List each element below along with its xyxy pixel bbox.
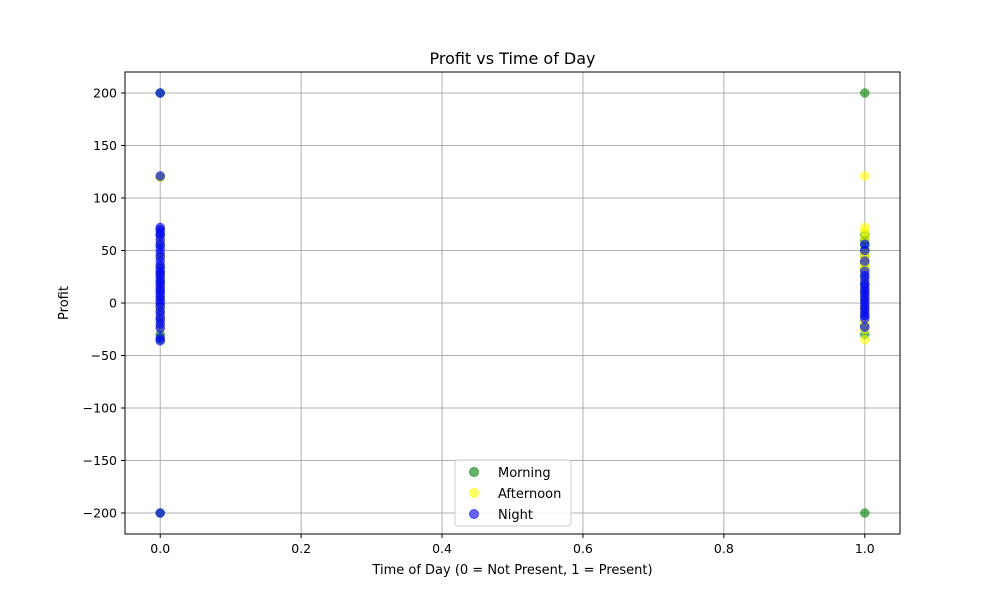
grid — [125, 72, 900, 534]
data-points — [155, 88, 870, 518]
legend-label-night: Night — [498, 508, 533, 523]
legend-marker-night — [469, 509, 479, 519]
y-tick-label: 0 — [109, 296, 117, 311]
y-tick-label: −100 — [83, 401, 117, 416]
y-tick-label: 200 — [93, 86, 117, 101]
y-tick-label: −50 — [91, 348, 117, 363]
x-axis-label: Time of Day (0 = Not Present, 1 = Presen… — [371, 563, 652, 578]
x-tick-label: 0.4 — [432, 541, 452, 556]
legend-box — [454, 459, 572, 527]
y-tick-label: −150 — [83, 453, 117, 468]
x-tick-label: 0.8 — [714, 541, 734, 556]
point-afternoon — [860, 171, 870, 181]
point-morning — [860, 88, 870, 98]
y-tick-label: −200 — [83, 506, 117, 521]
y-tick-label: 150 — [93, 138, 117, 153]
legend-label-morning: Morning — [498, 466, 551, 481]
legend-marker-morning — [469, 467, 479, 477]
point-night — [155, 508, 165, 518]
y-axis-label: Profit — [57, 286, 72, 320]
point-night — [860, 322, 870, 332]
legend: Morning Afternoon Night — [454, 459, 572, 527]
axis-ticks: 0.0 0.2 0.4 0.6 0.8 1.0 −200 −150 −100 −50 0 50 100 1… — [83, 86, 875, 557]
point-afternoon — [860, 222, 870, 233]
legend-label-afternoon: Afternoon — [498, 487, 561, 502]
y-tick-label: 100 — [93, 191, 117, 206]
point-night — [155, 171, 165, 181]
point-night — [155, 222, 165, 233]
point-afternoon — [860, 335, 870, 345]
x-tick-label: 0.2 — [291, 541, 311, 556]
point-night — [860, 266, 870, 277]
point-night — [860, 239, 870, 249]
chart-title: Profit vs Time of Day — [429, 49, 595, 68]
point-morning — [860, 508, 870, 518]
point-night — [860, 256, 870, 266]
y-tick-label: 50 — [101, 243, 117, 258]
legend-marker-afternoon — [469, 488, 479, 498]
point-night — [155, 332, 165, 343]
point-night — [155, 88, 165, 98]
x-tick-label: 1.0 — [855, 541, 875, 556]
x-tick-label: 0.6 — [573, 541, 593, 556]
x-tick-label: 0.0 — [150, 541, 170, 556]
